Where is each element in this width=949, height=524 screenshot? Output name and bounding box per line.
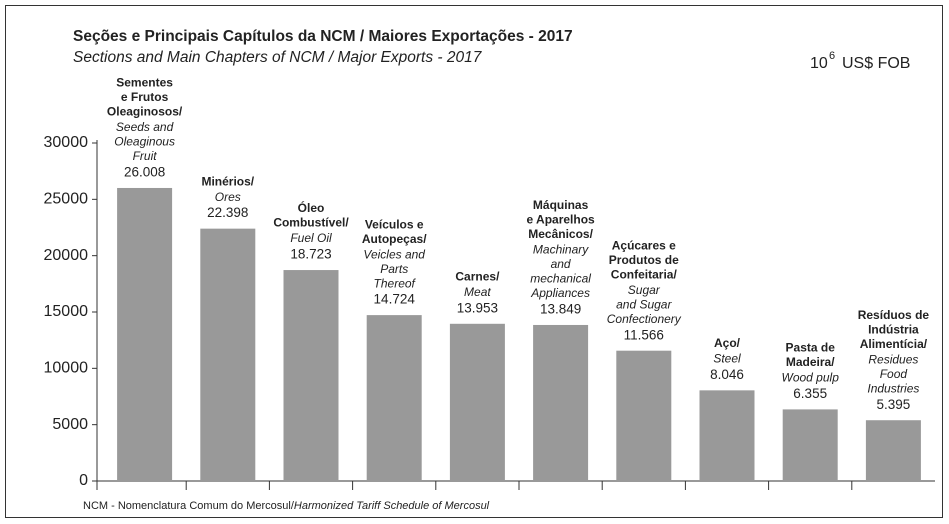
bar: [283, 270, 339, 481]
y-tick-label: 10000: [44, 360, 89, 377]
category-label-pt: Veículos e: [365, 217, 424, 231]
category-label-pt: Confeitaria/: [611, 267, 678, 281]
category-label-pt: Autopeças/: [362, 232, 427, 246]
category-label-pt: Madeira/: [786, 355, 835, 369]
chart-title: Seções e Principais Capítulos da NCM / M…: [73, 28, 573, 45]
y-tick-label: 0: [79, 472, 88, 489]
category-label-en: Ores: [215, 190, 241, 204]
value-label: 18.723: [290, 247, 331, 262]
category-label-en: and Sugar: [616, 297, 672, 311]
chart-subtitle: Sections and Main Chapters of NCM / Majo…: [73, 49, 483, 66]
unit-text: US$ FOB: [842, 55, 910, 72]
category-label-en: Oleaginous: [114, 135, 175, 149]
value-label: 13.849: [540, 302, 581, 317]
category-label-en: Residues: [868, 352, 918, 366]
category-label-en: Fuel Oil: [290, 231, 332, 245]
category-label-en: Veicles and: [363, 247, 425, 261]
footnote: NCM - Nomenclatura Comum do Mercosul/Har…: [83, 500, 490, 512]
category-label-pt: Resíduos de: [858, 308, 930, 322]
category-label-pt: Oleaginosos/: [107, 105, 183, 119]
category-label-pt: Mecânicos/: [528, 227, 593, 241]
category-label-en: Food: [880, 367, 908, 381]
bar: [865, 420, 921, 481]
value-label: 11.566: [624, 327, 664, 342]
category-label-en: Seeds and: [116, 120, 174, 134]
unit-exponent: 6: [829, 50, 835, 62]
category-label-pt: Máquinas: [533, 198, 589, 212]
value-label: 22.398: [207, 205, 248, 220]
value-label: 8.046: [710, 367, 744, 382]
unit-base: 10: [810, 55, 828, 72]
category-label-en: Steel: [713, 352, 741, 366]
bar: [117, 187, 173, 481]
category-label-en: Wood pulp: [782, 371, 840, 385]
category-label-pt: Minérios/: [201, 174, 254, 188]
value-label: 26.008: [124, 165, 165, 180]
value-label: 13.953: [457, 300, 498, 315]
bar: [200, 228, 256, 481]
y-tick-label: 20000: [44, 247, 89, 264]
y-tick-label: 5000: [52, 416, 88, 433]
value-label: 14.724: [374, 292, 416, 307]
bar: [782, 409, 838, 481]
category-label-pt: Alimentícia/: [860, 337, 928, 351]
category-label-pt: Indústria: [868, 322, 919, 336]
category-label-pt: Carnes/: [455, 269, 500, 283]
category-label-pt: e Frutos: [121, 90, 169, 104]
category-label-pt: e Aparelhos: [526, 213, 595, 227]
category-label-en: Industries: [867, 381, 919, 395]
category-label-en: Machinary: [533, 243, 589, 257]
category-label-en: Sugar: [628, 283, 661, 297]
value-label: 6.355: [793, 386, 827, 401]
category-label-pt: Pasta de: [786, 341, 836, 355]
category-label-en: mechanical: [530, 272, 591, 286]
y-tick-label: 30000: [44, 134, 89, 151]
footnote-italic: Harmonized Tariff Schedule of Mercosul: [294, 500, 490, 512]
category-label-pt: Aço/: [714, 336, 741, 350]
category-label-pt: Combustível/: [273, 216, 349, 230]
bar: [366, 315, 422, 481]
bar: [616, 350, 672, 481]
y-tick-label: 15000: [44, 303, 89, 320]
category-label-pt: Produtos de: [609, 253, 679, 267]
category-label-en: and: [551, 257, 571, 271]
category-label-en: Thereof: [374, 276, 417, 290]
category-label-en: Confectionery: [607, 312, 682, 326]
value-label: 5.395: [877, 397, 911, 412]
category-label-en: Parts: [380, 262, 408, 276]
category-label-en: Fruit: [133, 149, 158, 163]
bar: [449, 323, 505, 481]
bar: [699, 390, 755, 481]
category-label-en: Appliances: [530, 286, 590, 300]
y-tick-label: 25000: [44, 191, 89, 208]
category-label-en: Meat: [464, 285, 491, 299]
category-label-pt: Óleo: [298, 200, 325, 215]
bar: [533, 324, 589, 481]
category-label-pt: Açúcares e: [612, 238, 676, 252]
category-label-pt: Sementes: [116, 76, 173, 90]
footnote-plain: NCM - Nomenclatura Comum do Mercosul/: [83, 500, 295, 512]
frame: [5, 5, 943, 518]
